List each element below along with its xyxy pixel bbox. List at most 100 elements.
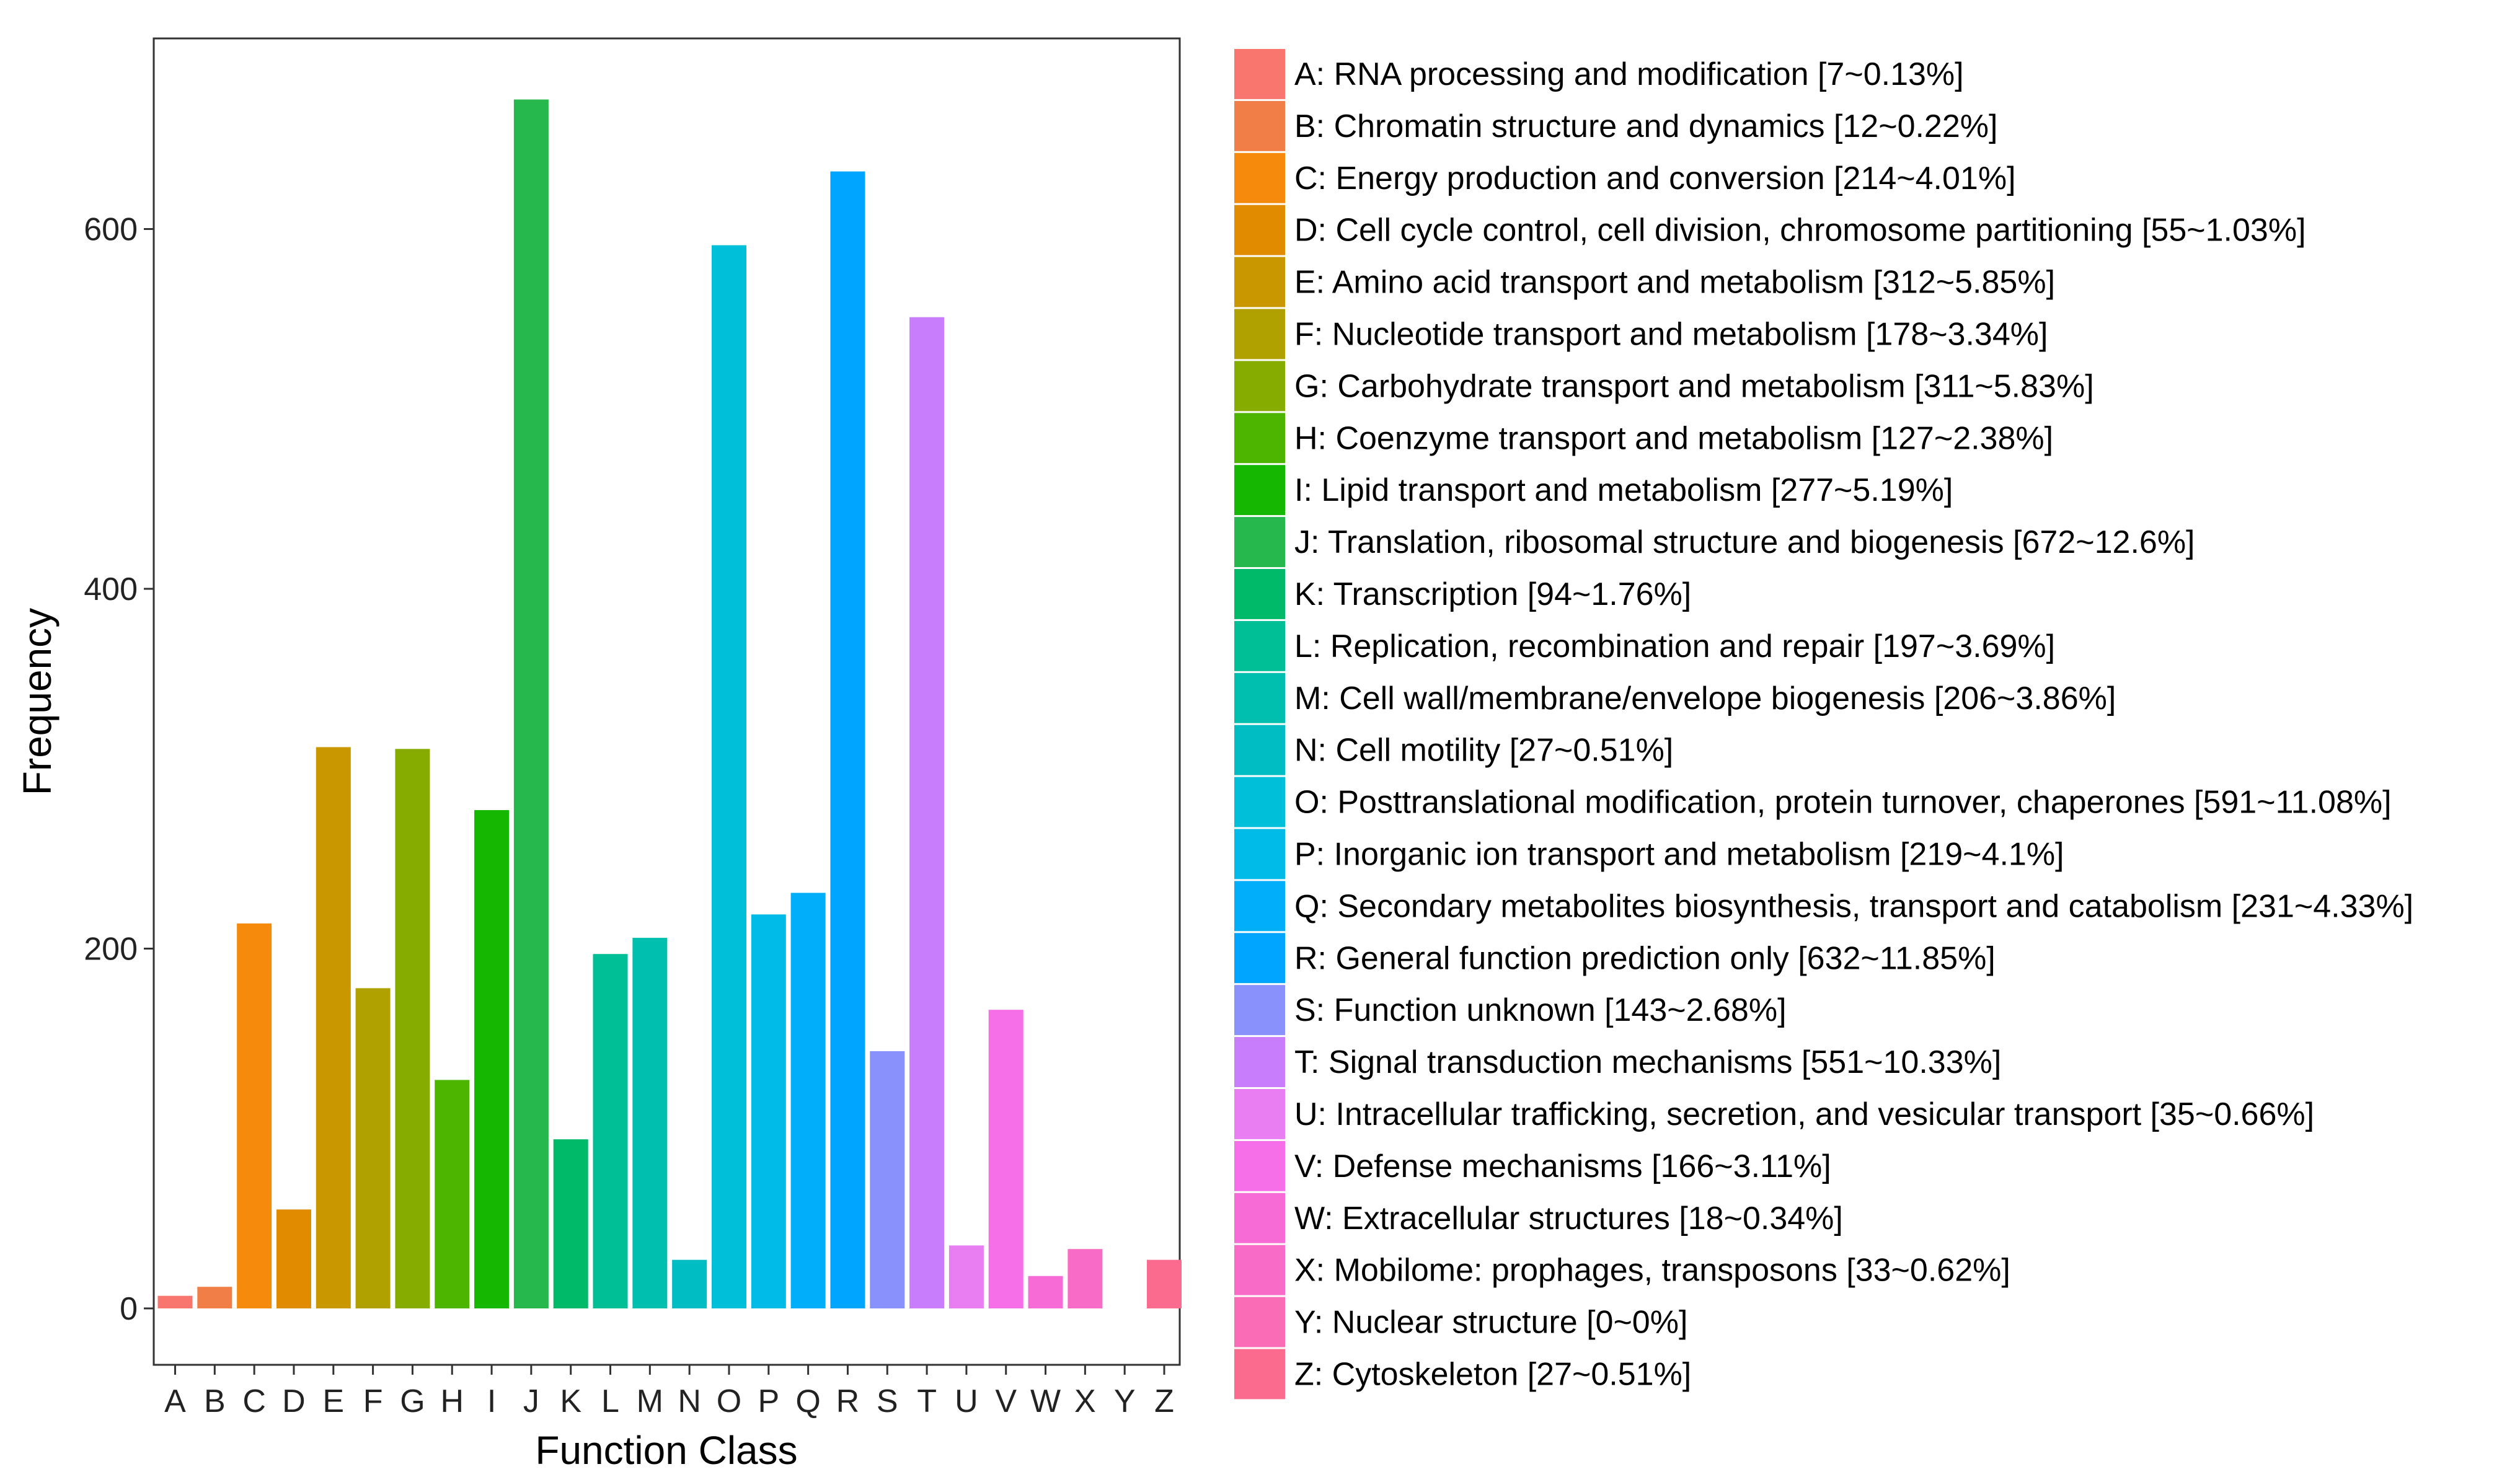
legend-key — [1233, 99, 1286, 152]
bar-o — [711, 245, 746, 1308]
x-tick-label: Y — [1114, 1383, 1136, 1419]
legend-key — [1233, 1191, 1286, 1245]
bar-a — [157, 1295, 193, 1308]
legend-key — [1233, 775, 1286, 829]
legend-key — [1233, 151, 1286, 205]
legend-label: Q: Secondary metabolites biosynthesis, t… — [1294, 888, 2413, 924]
bar-x — [1068, 1249, 1103, 1308]
legend-key — [1233, 203, 1286, 257]
bar-p — [751, 914, 786, 1308]
bar-h — [435, 1080, 470, 1308]
x-tick-label: U — [955, 1383, 978, 1419]
legend-key — [1233, 1347, 1286, 1401]
bar-k — [553, 1139, 588, 1308]
y-axis-title: Frequency — [15, 608, 60, 795]
x-tick-label: C — [242, 1383, 266, 1419]
legend-key — [1233, 412, 1286, 465]
legend-key — [1233, 1088, 1286, 1140]
legend-key — [1233, 932, 1286, 985]
x-tick-label: Z — [1154, 1383, 1174, 1419]
y-axis: 0 200 400 600 — [84, 212, 154, 1327]
legend-label: B: Chromatin structure and dynamics [12~… — [1294, 108, 1997, 144]
x-tick-label: P — [758, 1383, 779, 1419]
legend-key — [1233, 880, 1286, 933]
bar-u — [948, 1245, 984, 1308]
legend-label: S: Function unknown [143~2.68%] — [1294, 992, 1787, 1028]
legend-key — [1233, 307, 1286, 361]
x-tick-label: N — [678, 1383, 701, 1419]
legend-label: T: Signal transduction mechanisms [551~1… — [1294, 1044, 2001, 1080]
legend-key — [1233, 1036, 1286, 1088]
legend: A: RNA processing and modification [7~0.… — [1233, 48, 2413, 1401]
legend-key — [1233, 1243, 1286, 1297]
legend-key — [1233, 255, 1286, 309]
legend-label: U: Intracellular trafficking, secretion,… — [1294, 1096, 2314, 1132]
bar-t — [909, 317, 945, 1308]
legend-label: Z: Cytoskeleton [27~0.51%] — [1294, 1356, 1691, 1392]
x-tick-label: E — [322, 1383, 344, 1419]
bar-n — [672, 1259, 707, 1308]
bar-e — [316, 747, 351, 1308]
legend-label: Y: Nuclear structure [0~0%] — [1294, 1305, 1687, 1341]
legend-label: C: Energy production and conversion [214… — [1294, 161, 2016, 196]
bar-w — [1028, 1276, 1063, 1308]
bar-l — [593, 954, 628, 1308]
legend-key — [1233, 1139, 1286, 1193]
legend-key — [1233, 464, 1286, 517]
legend-key — [1233, 827, 1286, 881]
x-tick-label: O — [717, 1383, 741, 1419]
x-tick-label: B — [204, 1383, 226, 1419]
legend-label: K: Transcription [94~1.76%] — [1294, 576, 1691, 612]
legend-label: N: Cell motility [27~0.51%] — [1294, 733, 1673, 769]
x-tick-label: J — [523, 1383, 539, 1419]
bar-b — [197, 1287, 232, 1308]
x-tick-label: H — [440, 1383, 464, 1419]
bar-r — [830, 171, 865, 1308]
legend-label: P: Inorganic ion transport and metabolis… — [1294, 836, 2064, 872]
x-tick-label: Q — [795, 1383, 820, 1419]
bar-q — [790, 893, 826, 1308]
bar-m — [632, 938, 668, 1308]
x-axis-title: Function Class — [535, 1428, 797, 1473]
bar-c — [237, 923, 272, 1308]
bar-z — [1147, 1259, 1182, 1308]
x-tick-label: W — [1030, 1383, 1061, 1419]
legend-key — [1233, 359, 1286, 413]
legend-key — [1233, 671, 1286, 725]
x-tick-label: G — [400, 1383, 425, 1419]
legend-label: R: General function prediction only [632… — [1294, 940, 1996, 976]
x-tick-label: D — [282, 1383, 306, 1419]
x-tick-label: L — [601, 1383, 619, 1419]
legend-label: F: Nucleotide transport and metabolism [… — [1294, 316, 2048, 352]
legend-key — [1233, 723, 1286, 777]
y-tick-label: 0 — [120, 1291, 138, 1327]
x-tick-label: V — [995, 1383, 1017, 1419]
legend-label: G: Carbohydrate transport and metabolism… — [1294, 368, 2094, 404]
legend-key — [1233, 516, 1286, 568]
x-tick-label: X — [1074, 1383, 1096, 1419]
bar-i — [474, 810, 510, 1308]
legend-label: L: Replication, recombination and repair… — [1294, 628, 2055, 664]
y-tick-label: 200 — [84, 932, 138, 968]
x-tick-label: K — [560, 1383, 581, 1419]
legend-key — [1233, 48, 1286, 100]
bar-d — [276, 1209, 311, 1308]
legend-label: J: Translation, ribosomal structure and … — [1294, 524, 2195, 560]
legend-label: O: Posttranslational modification, prote… — [1294, 785, 2392, 821]
x-tick-label: S — [877, 1383, 898, 1419]
bars — [157, 99, 1182, 1308]
legend-key — [1233, 619, 1286, 672]
legend-label: E: Amino acid transport and metabolism [… — [1294, 265, 2055, 301]
y-tick-label: 600 — [84, 212, 138, 248]
x-tick-label: I — [487, 1383, 496, 1419]
bar-g — [395, 749, 430, 1308]
legend-key — [1233, 984, 1286, 1037]
y-tick-label: 400 — [84, 571, 138, 607]
legend-label: W: Extracellular structures [18~0.34%] — [1294, 1201, 1843, 1237]
legend-label: X: Mobilome: prophages, transposons [33~… — [1294, 1253, 2010, 1289]
legend-label: V: Defense mechanisms [166~3.11%] — [1294, 1149, 1831, 1184]
x-tick-label: M — [637, 1383, 663, 1419]
bar-v — [988, 1010, 1023, 1308]
